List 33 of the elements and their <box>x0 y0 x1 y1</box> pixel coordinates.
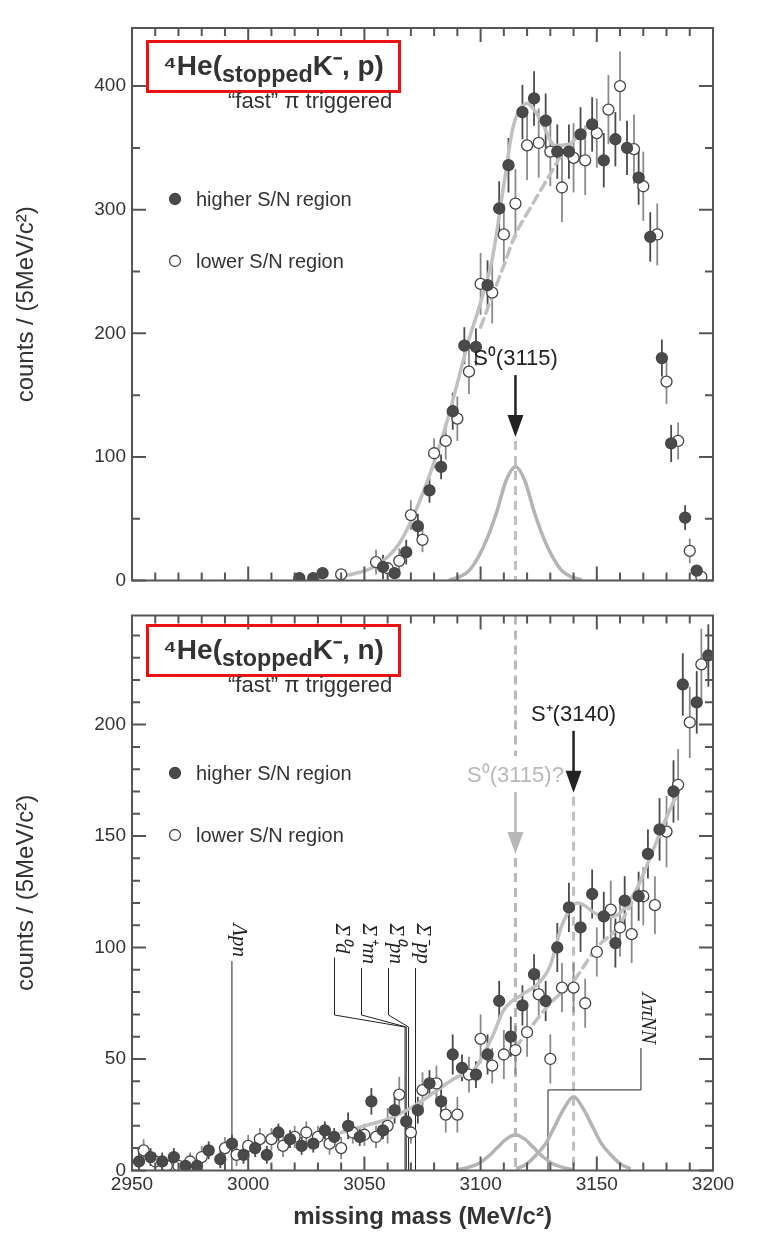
y-tick-label: 100 <box>94 935 126 957</box>
ref-line-label: Σ⁻pp <box>412 922 437 964</box>
y-tick-label: 400 <box>94 74 126 96</box>
y-axis-title: counts / (5MeV/c²) <box>11 794 39 991</box>
ref-line-label: Σ⁺nn <box>358 922 383 964</box>
y-tick-label: 50 <box>104 1047 126 1069</box>
y-tick-label: 100 <box>94 445 126 467</box>
x-axis-title: missing mass (MeV/c²) <box>293 1202 552 1230</box>
x-tick-label: 3100 <box>459 1173 502 1195</box>
x-tick-label: 3150 <box>575 1173 618 1195</box>
legend-label: higher S/N region <box>196 761 352 785</box>
text: “fast” π triggered <box>228 88 393 114</box>
ref-line-label: S⁰(3115)? <box>467 761 564 787</box>
legend-label: lower S/N region <box>196 249 344 273</box>
ref-line-label: Σ⁰d <box>331 922 356 954</box>
text: “fast” π triggered <box>228 672 393 698</box>
x-tick-label: 3050 <box>343 1173 386 1195</box>
y-tick-label: 200 <box>94 712 126 734</box>
ref-line-label: Λpn <box>228 921 253 958</box>
text: ⁴He($_{stopped}$K⁻, p) <box>163 50 384 87</box>
y-tick-label: 0 <box>115 568 126 590</box>
ref-line-label: Σ⁰pn <box>385 922 410 964</box>
legend-label: higher S/N region <box>196 187 352 211</box>
x-tick-label: 3000 <box>227 1173 270 1195</box>
legend-label: lower S/N region <box>196 823 344 847</box>
y-tick-label: 300 <box>94 197 126 219</box>
y-axis-title: counts / (5MeV/c²) <box>11 206 39 403</box>
y-tick-label: 200 <box>94 321 126 343</box>
ref-line-label: ΛπNN <box>637 990 662 1046</box>
y-tick-label: 150 <box>94 824 126 846</box>
annotation: S⁺(3140) <box>530 700 617 726</box>
x-tick-label: 3200 <box>691 1173 735 1195</box>
text: ⁴He($_{stopped}$K⁻, n) <box>163 634 384 671</box>
